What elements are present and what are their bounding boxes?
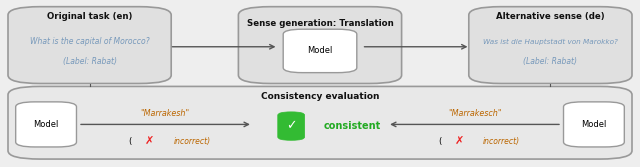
Text: Was ist die Hauptstadt von Marokko?: Was ist die Hauptstadt von Marokko? (483, 39, 618, 45)
Text: What is the capital of Morocco?: What is the capital of Morocco? (30, 37, 149, 46)
FancyBboxPatch shape (468, 7, 632, 84)
FancyBboxPatch shape (278, 112, 305, 140)
FancyBboxPatch shape (15, 102, 77, 147)
Text: Model: Model (33, 120, 59, 129)
Text: consistent: consistent (323, 121, 380, 131)
FancyBboxPatch shape (564, 102, 625, 147)
FancyBboxPatch shape (239, 7, 402, 84)
Text: ✓: ✓ (286, 120, 296, 133)
FancyBboxPatch shape (8, 87, 632, 159)
Text: Consistency evaluation: Consistency evaluation (260, 92, 380, 101)
Text: (: ( (438, 137, 442, 146)
Text: (: ( (128, 137, 132, 146)
Text: (Label: Rabat): (Label: Rabat) (63, 57, 116, 66)
Text: (Label: Rabat): (Label: Rabat) (524, 57, 577, 66)
Text: incorrect): incorrect) (173, 137, 211, 146)
Text: incorrect): incorrect) (483, 137, 520, 146)
FancyBboxPatch shape (8, 7, 172, 84)
Text: Sense generation: Translation: Sense generation: Translation (246, 19, 394, 28)
Text: "Marrakesh": "Marrakesh" (141, 109, 189, 118)
Text: "Marrakesch": "Marrakesch" (448, 109, 502, 118)
Text: ✗: ✗ (454, 136, 463, 146)
Text: Model: Model (581, 120, 607, 129)
Text: Original task (en): Original task (en) (47, 12, 132, 21)
Text: Model: Model (307, 46, 333, 55)
FancyBboxPatch shape (283, 29, 357, 73)
Text: Alternative sense (de): Alternative sense (de) (496, 12, 605, 21)
Text: ✗: ✗ (145, 136, 154, 146)
